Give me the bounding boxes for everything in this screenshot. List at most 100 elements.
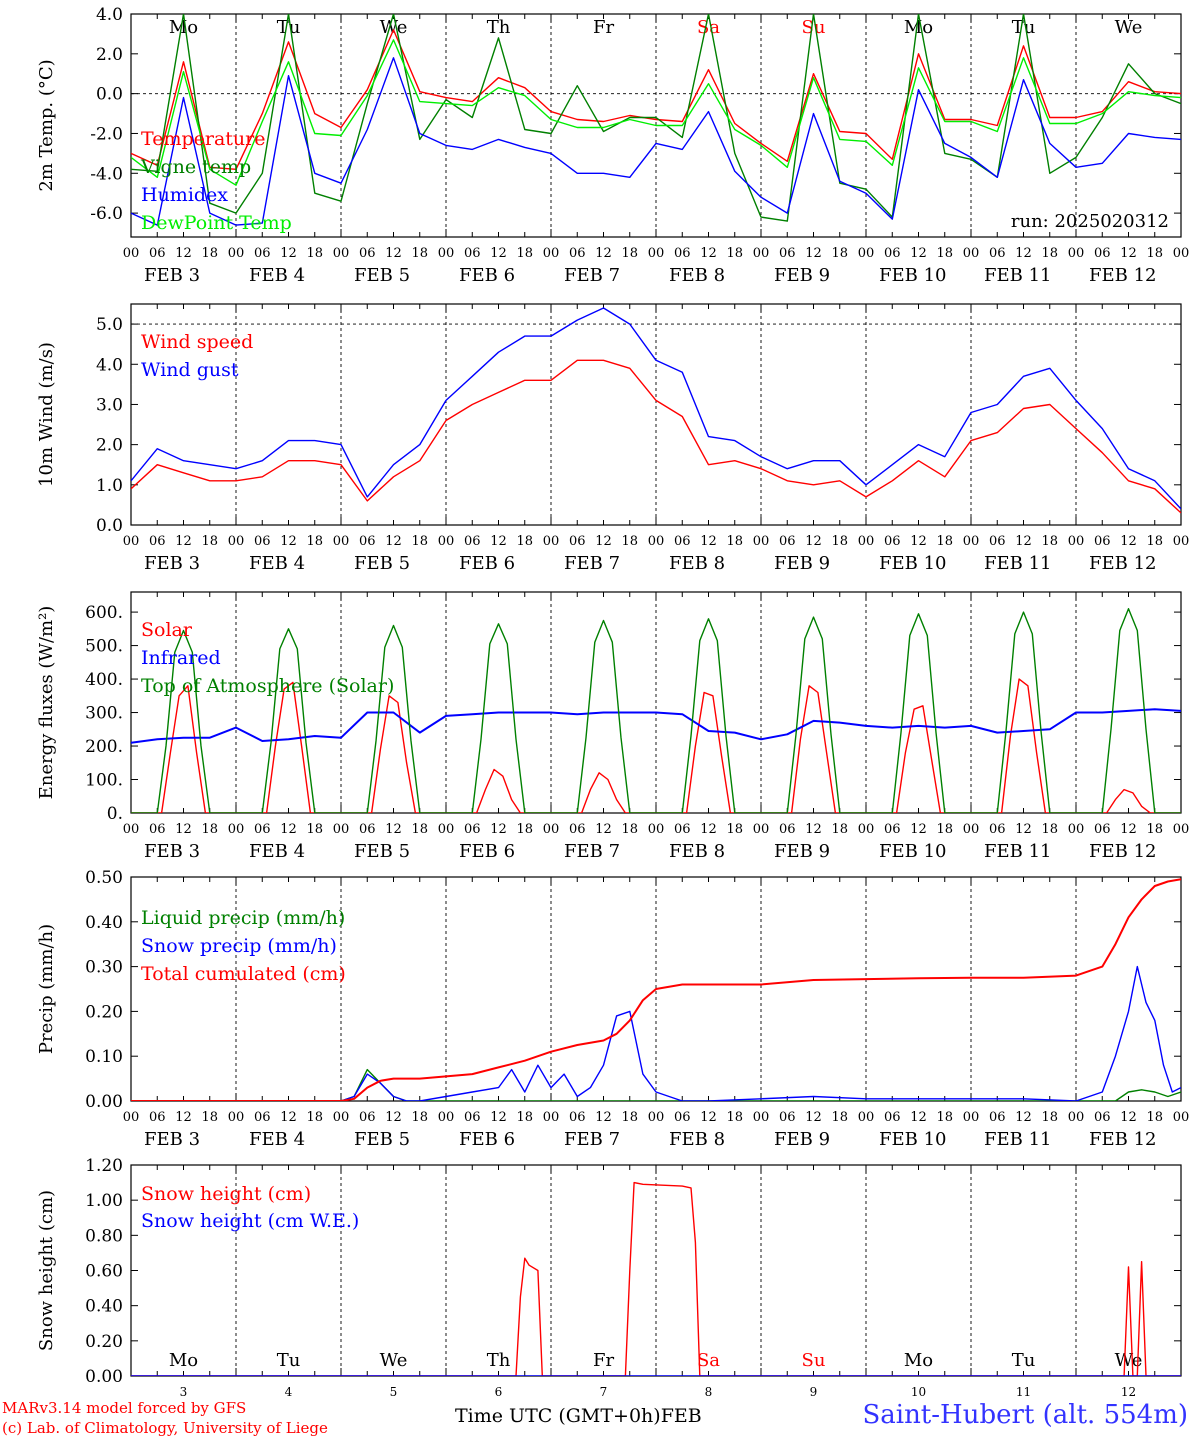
weekday-label: Mo: [169, 17, 198, 38]
x-hour-label: 12: [805, 534, 822, 549]
x-date-label: FEB 5: [354, 1129, 410, 1150]
x-hour-label: 06: [569, 822, 586, 837]
x-hour-label: 18: [621, 822, 638, 837]
x-hour-label: 12: [910, 246, 927, 261]
x-date-label: FEB 8: [669, 265, 725, 286]
x-hour-label: 18: [306, 1110, 323, 1125]
y-tick-label: 300.: [85, 704, 123, 724]
legend-entry: Top of Atmosphere (Solar): [141, 675, 394, 697]
series-line-vigne-temp: [131, 14, 1181, 222]
x-day-number: 11: [1016, 1385, 1031, 1399]
x-hour-label: 06: [464, 246, 481, 261]
x-hour-label: 18: [411, 246, 428, 261]
x-date-label: FEB 10: [879, 1129, 946, 1150]
x-hour-label: 12: [175, 534, 192, 549]
y-tick-label: 500.: [85, 637, 123, 657]
x-hour-label: 00: [543, 534, 560, 549]
x-hour-label: 18: [201, 822, 218, 837]
x-hour-label: 12: [385, 822, 402, 837]
x-hour-label: 00: [333, 534, 350, 549]
x-hour-label: 06: [149, 822, 166, 837]
x-date-label: FEB 6: [459, 1129, 515, 1150]
x-hour-label: 00: [963, 822, 980, 837]
x-hour-label: 00: [123, 246, 140, 261]
x-date-label: FEB 10: [879, 265, 946, 286]
x-hour-label: 12: [1120, 1110, 1137, 1125]
x-hour-label: 06: [674, 1110, 691, 1125]
x-hour-label: 18: [831, 246, 848, 261]
x-axis-title: Time UTC (GMT+0h)FEB: [455, 1405, 702, 1427]
x-hour-label: 12: [1015, 822, 1032, 837]
x-hour-label: 00: [333, 1110, 350, 1125]
x-hour-label: 18: [306, 246, 323, 261]
x-hour-label: 18: [831, 534, 848, 549]
x-hour-label: 00: [543, 246, 560, 261]
x-hour-label: 00: [228, 246, 245, 261]
x-day-number: 8: [705, 1385, 713, 1399]
x-hour-label: 00: [648, 534, 665, 549]
y-tick-label: 0.0: [96, 516, 123, 536]
x-date-label: FEB 9: [774, 265, 830, 286]
series-line-wind-gust: [131, 307, 1181, 510]
x-hour-label: 12: [910, 534, 927, 549]
x-hour-label: 12: [910, 822, 927, 837]
legend-entry: Snow precip (mm/h): [141, 935, 337, 957]
x-hour-label: 12: [1120, 246, 1137, 261]
x-hour-label: 12: [490, 1110, 507, 1125]
x-hour-label: 06: [884, 246, 901, 261]
y-tick-label: 0.80: [85, 1226, 123, 1246]
y-tick-label: -4.0: [90, 164, 123, 184]
x-hour-label: 18: [516, 246, 533, 261]
legend-entry: Infrared: [141, 647, 221, 669]
x-hour-label: 06: [359, 822, 376, 837]
x-date-label: FEB 11: [984, 265, 1051, 286]
x-date-label: FEB 3: [144, 265, 200, 286]
y-tick-label: 3.0: [96, 395, 123, 415]
x-hour-label: 12: [700, 246, 717, 261]
x-hour-label: 06: [779, 822, 796, 837]
x-hour-label: 06: [149, 1110, 166, 1125]
y-tick-label: 1.00: [85, 1191, 123, 1211]
y-axis-label: Snow height (cm): [36, 1190, 57, 1351]
x-hour-label: 06: [1094, 246, 1111, 261]
x-date-label: FEB 9: [774, 553, 830, 574]
x-hour-label: 12: [700, 534, 717, 549]
y-tick-label: 0.00: [85, 1367, 123, 1387]
y-tick-label: 4.0: [96, 5, 123, 25]
legend-entry: Wind gust: [141, 359, 239, 381]
x-hour-label: 12: [595, 822, 612, 837]
x-hour-label: 06: [779, 1110, 796, 1125]
x-hour-label: 06: [884, 1110, 901, 1125]
legend-entry: Wind speed: [141, 331, 253, 353]
x-hour-label: 18: [936, 246, 953, 261]
x-hour-label: 06: [989, 822, 1006, 837]
y-tick-label: 0.0: [96, 85, 123, 105]
weekday-label: Sa: [697, 17, 720, 38]
x-hour-label: 18: [1146, 1110, 1163, 1125]
x-hour-label: 18: [306, 534, 323, 549]
x-hour-label: 00: [1068, 822, 1085, 837]
station-title: Saint-Hubert (alt. 554m): [862, 1400, 1188, 1430]
x-hour-label: 12: [805, 1110, 822, 1125]
series-line-humidex: [131, 57, 1181, 226]
weekday-label: Tu: [1012, 1350, 1036, 1371]
x-hour-label: 06: [569, 1110, 586, 1125]
x-hour-label: 18: [201, 246, 218, 261]
weekday-label: Su: [802, 1350, 826, 1371]
x-hour-label: 00: [753, 822, 770, 837]
x-date-label: FEB 11: [984, 841, 1051, 862]
x-hour-label: 00: [123, 1110, 140, 1125]
x-hour-label: 18: [201, 1110, 218, 1125]
y-tick-label: 2.0: [96, 436, 123, 456]
x-hour-label: 06: [884, 822, 901, 837]
x-date-label: FEB 6: [459, 265, 515, 286]
x-date-label: FEB 4: [249, 841, 305, 862]
y-axis-label: 2m Temp. (°C): [36, 59, 57, 191]
weekday-label: We: [1115, 1350, 1143, 1371]
x-hour-label: 12: [490, 534, 507, 549]
series-line-total-cumulated-cm-: [131, 878, 1181, 1101]
series-line-dewpoint-temp: [131, 39, 1181, 186]
x-date-label: FEB 4: [249, 265, 305, 286]
x-hour-label: 00: [963, 246, 980, 261]
x-date-label: FEB 10: [879, 841, 946, 862]
